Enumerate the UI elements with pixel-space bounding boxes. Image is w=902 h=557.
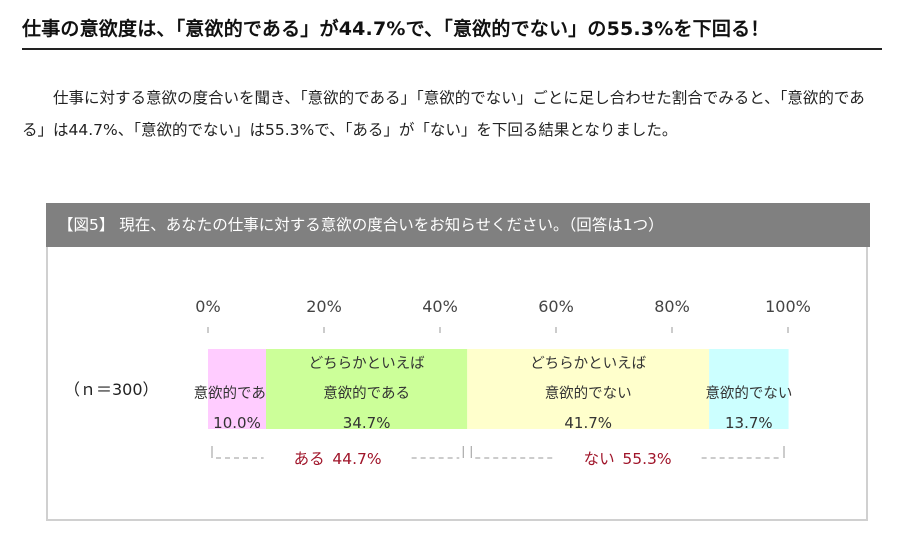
group-total-label: ある 44.7% [294,450,382,468]
bar-segment [709,349,789,429]
figure-panel: 【図5】 現在、あなたの仕事に対する意欲の度合いをお知らせください。（回答は1つ… [46,203,870,521]
sample-size-label: （ｎ＝300） [64,380,159,399]
bar-segment [208,349,266,429]
body-text: 仕事に対する意欲の度合いを聞き、「意欲的である」「意欲的でない」ごとに足し合わせ… [22,89,865,139]
page-headline: 仕事の意欲度は、「意欲的である」が44.7%で、「意欲的でない」の55.3%を下… [22,10,882,50]
figure-title: 【図5】 現在、あなたの仕事に対する意欲の度合いをお知らせください。（回答は1つ… [46,203,870,247]
group-total-label: ない 55.3% [584,450,672,468]
body-paragraph: 仕事に対する意欲の度合いを聞き、「意欲的である」「意欲的でない」ごとに足し合わせ… [22,82,872,146]
x-tick-label: 100% [765,297,811,316]
x-tick-label: 80% [654,297,690,316]
segment-label: 意欲的である [323,384,410,402]
segment-label: 意欲的である [194,384,281,402]
segment-value-label: 41.7% [564,414,612,432]
bar-segment [266,349,468,429]
x-tick-label: 0% [195,297,220,316]
segment-label: 意欲的でない [545,384,632,402]
x-tick-label: 20% [306,297,342,316]
segment-value-label: 10.0% [213,414,261,432]
segment-label: どちらかといえば [309,355,425,372]
segment-value-label: 34.7% [343,414,391,432]
x-tick-label: 40% [422,297,458,316]
segment-label: どちらかといえば [530,355,646,372]
bar-segment [467,349,710,429]
x-tick-label: 60% [538,297,574,316]
segment-label: 意欲的でない [705,384,792,402]
segment-value-label: 13.7% [725,414,773,432]
